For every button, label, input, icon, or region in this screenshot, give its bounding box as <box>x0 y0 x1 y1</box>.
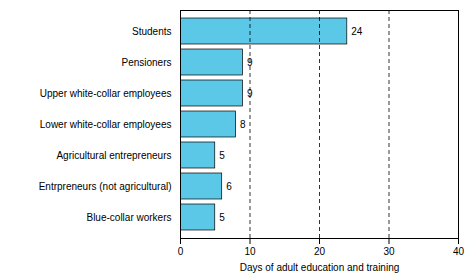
svg-text:10: 10 <box>244 246 256 257</box>
svg-text:9: 9 <box>247 88 253 99</box>
svg-text:40: 40 <box>453 246 465 257</box>
svg-text:Pensioners: Pensioners <box>121 57 171 68</box>
svg-text:24: 24 <box>351 26 363 37</box>
svg-text:Students: Students <box>132 26 171 37</box>
svg-text:5: 5 <box>219 212 225 223</box>
svg-text:8: 8 <box>240 119 246 130</box>
svg-text:Lower white-collar employees: Lower white-collar employees <box>40 119 172 130</box>
svg-text:6: 6 <box>226 181 232 192</box>
svg-text:Agricultural entrepreneurs: Agricultural entrepreneurs <box>56 150 171 161</box>
svg-text:Days of adult education and tr: Days of adult education and training <box>240 262 400 273</box>
svg-text:Blue-collar workers: Blue-collar workers <box>86 212 171 223</box>
svg-text:0: 0 <box>178 246 184 257</box>
svg-text:9: 9 <box>247 57 253 68</box>
svg-text:30: 30 <box>383 246 395 257</box>
svg-text:Upper white-collar employees: Upper white-collar employees <box>40 88 172 99</box>
svg-text:5: 5 <box>219 150 225 161</box>
svg-text:20: 20 <box>314 246 326 257</box>
svg-text:Entrpreneurs (not agricultural: Entrpreneurs (not agricultural) <box>39 181 172 192</box>
